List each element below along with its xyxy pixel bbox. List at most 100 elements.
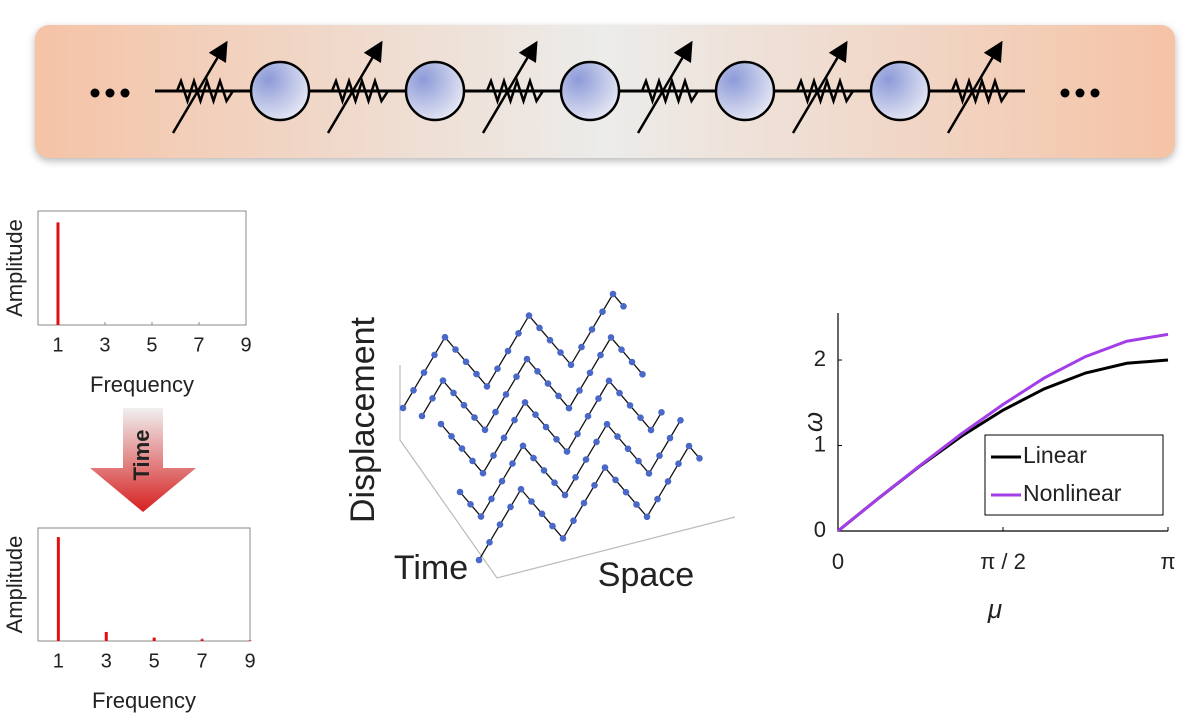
x-axis-label: Frequency	[90, 372, 194, 397]
wave-dot	[628, 358, 636, 366]
wave-dot	[633, 501, 640, 508]
wave-dot	[555, 392, 562, 400]
wave-dot	[532, 411, 539, 419]
wave-dot	[616, 389, 623, 397]
wave-dot	[494, 365, 501, 373]
wave-dot	[620, 303, 627, 310]
ellipsis-dot	[90, 88, 100, 98]
wave-dot	[477, 513, 485, 520]
wave-dot	[458, 445, 466, 452]
wave-dot	[553, 436, 560, 443]
wave-dot	[645, 470, 653, 477]
x-tick-label: 7	[193, 334, 204, 356]
bar	[152, 637, 156, 641]
wave-dot	[574, 430, 581, 438]
wave-dot	[456, 488, 464, 496]
ellipsis-dot	[1075, 88, 1085, 98]
wave-dot	[605, 377, 613, 385]
series-line	[837, 332, 1169, 533]
wave-dot	[614, 433, 621, 440]
bar	[56, 222, 60, 325]
wave-dot	[511, 416, 518, 424]
wave-dot	[429, 395, 436, 402]
wave-dot	[502, 391, 510, 398]
spring	[175, 76, 235, 106]
x-tick-label: 5	[146, 334, 157, 356]
wave-dot	[471, 414, 478, 421]
ellipsis-dot	[1090, 88, 1100, 98]
mass	[869, 60, 931, 122]
mass	[249, 60, 311, 122]
time-arrow: Time	[90, 408, 196, 512]
ellipsis-dot	[105, 88, 115, 98]
wave-dot	[591, 482, 598, 489]
wave-dot	[572, 474, 579, 481]
wave-line	[402, 292, 624, 409]
x-tick-label: 5	[149, 650, 160, 672]
wave-dot	[496, 521, 504, 528]
wave-dot	[567, 361, 575, 369]
bar	[56, 537, 60, 641]
spring	[640, 76, 700, 106]
wave-dot	[618, 346, 625, 354]
wave-dot	[643, 513, 651, 521]
wave-dot	[584, 412, 592, 420]
x-tick-label: π / 2	[980, 549, 1026, 574]
wave-dot	[546, 336, 554, 344]
wave-line	[459, 419, 682, 518]
wave-dot	[473, 370, 480, 378]
x-tick-label: 3	[99, 334, 110, 356]
x-tick-label: 7	[197, 650, 208, 672]
wave-dot	[696, 455, 703, 462]
tuning-arrow	[636, 40, 693, 134]
wave-line	[421, 336, 643, 431]
wave-dot	[448, 433, 455, 440]
z-axis-label: Displacement	[344, 316, 382, 523]
wave-dot	[519, 442, 527, 450]
wave-dot	[580, 499, 588, 507]
chain-diagram	[90, 40, 1100, 134]
wave-dot	[488, 495, 495, 503]
x-tick-label: 9	[240, 334, 251, 356]
y-tick-label: 1	[814, 431, 826, 456]
wave-dot	[523, 355, 531, 363]
y-axis-label: Amplitude	[2, 219, 27, 317]
wave-dot	[588, 326, 596, 333]
x-tick-label: 0	[832, 549, 844, 574]
bar	[248, 640, 252, 641]
wave-dot	[647, 426, 655, 434]
wave-dot	[597, 351, 604, 359]
wave-dot	[675, 460, 682, 468]
wave-dot	[431, 351, 438, 359]
wave-dot	[481, 426, 489, 434]
wave-dot	[570, 517, 577, 524]
y-tick-label: 2	[814, 346, 826, 371]
bar	[104, 631, 108, 641]
wave-dot	[534, 368, 541, 375]
wave-dot	[582, 456, 590, 463]
wave-dot	[517, 485, 525, 493]
wave-dot	[509, 460, 516, 467]
spring	[485, 76, 545, 106]
wave-dot	[612, 476, 619, 484]
wave-dot	[586, 369, 594, 377]
wave-dot	[528, 498, 535, 505]
wave-dot	[677, 417, 684, 424]
wave-dot	[656, 452, 663, 460]
wave-dot	[410, 387, 417, 394]
wave-dot	[635, 457, 642, 465]
wave-dot	[486, 539, 493, 546]
spring	[795, 76, 855, 106]
x-tick-label: 1	[52, 334, 63, 356]
wave-dot	[599, 308, 606, 316]
wave-dot	[540, 467, 548, 474]
y-axis-label: ω	[798, 412, 828, 432]
spring	[330, 76, 390, 106]
wave-dot	[441, 333, 449, 341]
wave-dot	[450, 389, 457, 397]
wave-dot	[536, 324, 543, 332]
wave-dot	[460, 401, 468, 409]
wave-dot	[467, 501, 474, 508]
x-tick-label: 9	[244, 650, 255, 672]
wave-dot	[559, 535, 567, 542]
